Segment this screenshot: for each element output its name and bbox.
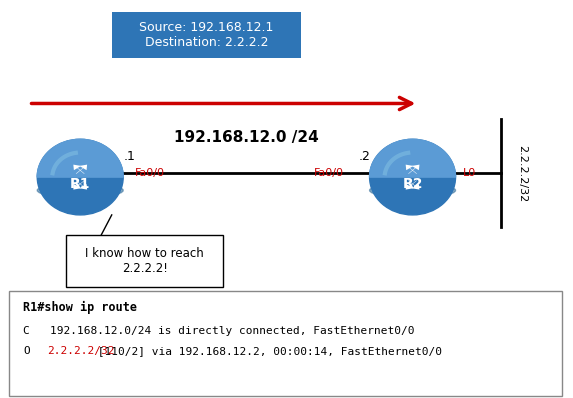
Polygon shape (37, 139, 123, 177)
FancyBboxPatch shape (112, 12, 301, 58)
Text: 2.2.2.2/32: 2.2.2.2/32 (517, 144, 528, 202)
FancyArrow shape (408, 165, 419, 174)
Text: .1: .1 (123, 150, 135, 162)
Text: C   192.168.12.0/24 is directly connected, FastEthernet0/0: C 192.168.12.0/24 is directly connected,… (23, 326, 414, 336)
Text: Fa0/0: Fa0/0 (314, 168, 344, 178)
FancyBboxPatch shape (66, 235, 223, 287)
Text: Source: 192.168.12.1
Destination: 2.2.2.2: Source: 192.168.12.1 Destination: 2.2.2.… (139, 21, 273, 49)
FancyArrow shape (76, 165, 87, 174)
FancyArrow shape (406, 180, 417, 189)
FancyArrow shape (408, 180, 419, 189)
Text: [110/2] via 192.168.12.2, 00:00:14, FastEthernet0/0: [110/2] via 192.168.12.2, 00:00:14, Fast… (91, 346, 442, 356)
Text: R1: R1 (70, 177, 91, 191)
Text: I know how to reach
2.2.2.2!: I know how to reach 2.2.2.2! (85, 247, 204, 275)
FancyBboxPatch shape (9, 291, 562, 396)
Text: 192.168.12.0 /24: 192.168.12.0 /24 (174, 130, 319, 145)
FancyArrow shape (76, 180, 87, 189)
Text: L0: L0 (463, 168, 476, 178)
FancyArrow shape (73, 165, 85, 174)
Ellipse shape (37, 183, 123, 198)
Text: R2: R2 (402, 177, 423, 191)
Text: Fa0/0: Fa0/0 (135, 168, 164, 178)
Ellipse shape (370, 139, 456, 215)
FancyArrow shape (406, 165, 417, 174)
Text: R1#show ip route: R1#show ip route (23, 301, 137, 314)
Text: O: O (23, 346, 30, 356)
Text: .2: .2 (358, 150, 370, 162)
FancyArrow shape (73, 180, 85, 189)
Text: 2.2.2.2/32: 2.2.2.2/32 (47, 346, 115, 356)
Ellipse shape (370, 183, 456, 198)
Ellipse shape (37, 139, 123, 215)
Polygon shape (370, 139, 456, 177)
